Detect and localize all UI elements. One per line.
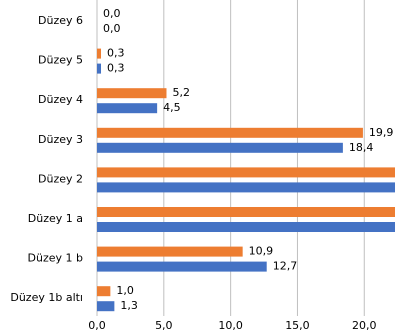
data-label: 19,9 <box>369 126 394 139</box>
data-label: 5,2 <box>172 86 190 99</box>
category-label: Düzey 1b altı <box>10 291 83 304</box>
data-label: 4,5 <box>163 101 181 114</box>
bar <box>97 246 243 257</box>
bar <box>97 142 343 153</box>
bar <box>97 261 267 272</box>
bar <box>97 48 102 59</box>
x-tick-label: 15,0 <box>285 319 310 330</box>
data-label: 0,3 <box>107 62 125 75</box>
data-label: 0,0 <box>103 22 121 35</box>
x-tick-label: 10,0 <box>218 319 243 330</box>
bar <box>97 207 395 217</box>
category-label: Düzey 2 <box>38 172 83 185</box>
data-label: 10,9 <box>249 245 273 258</box>
data-label: 0,3 <box>107 47 125 60</box>
category-label: Düzey 5 <box>38 54 83 67</box>
category-label: Düzey 6 <box>38 14 83 27</box>
category-label: Düzey 3 <box>38 133 83 146</box>
bar <box>97 88 167 99</box>
x-tick-label: 5,0 <box>155 319 173 330</box>
bar <box>97 286 111 297</box>
x-tick-label: 0,0 <box>88 319 106 330</box>
data-label: 1,3 <box>120 299 137 312</box>
data-label: 1,0 <box>116 284 133 297</box>
bar <box>97 301 115 312</box>
category-label: Düzey 1 a <box>28 212 83 225</box>
data-label: 0,0 <box>103 7 121 20</box>
bar <box>97 167 395 178</box>
category-label: Düzey 4 <box>38 93 83 106</box>
bar <box>97 103 158 114</box>
bar <box>97 63 102 74</box>
data-label: 12,7 <box>273 260 298 273</box>
data-label: 18,4 <box>349 141 374 154</box>
bar <box>97 182 395 193</box>
category-label: Düzey 1 b <box>28 252 83 265</box>
bar <box>97 222 395 232</box>
bar <box>97 127 363 138</box>
x-tick-label: 20,0 <box>352 319 377 330</box>
